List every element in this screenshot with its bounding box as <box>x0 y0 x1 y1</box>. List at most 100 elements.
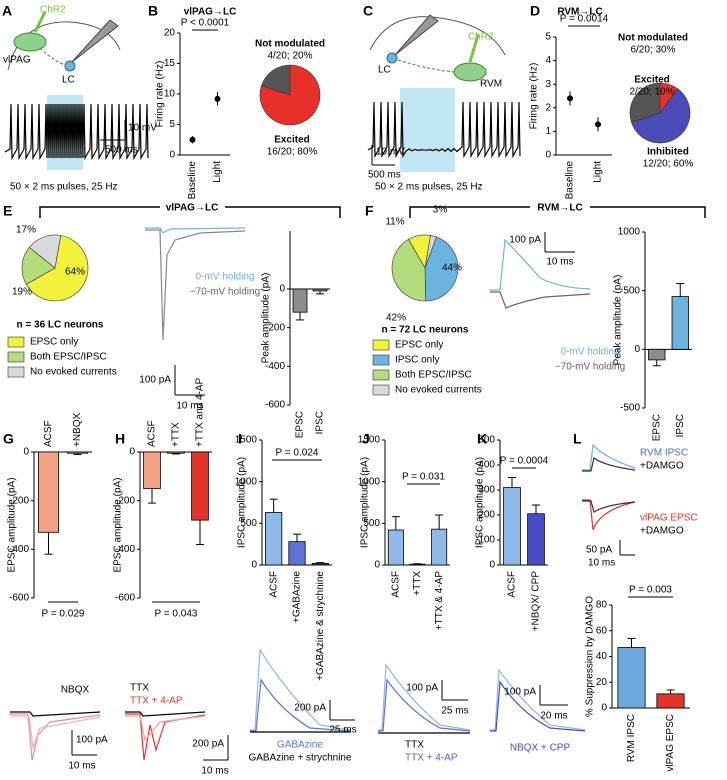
trace <box>10 713 101 761</box>
pie-name: Not modulated <box>255 39 325 50</box>
panel-title: RVM→LC <box>557 7 602 18</box>
bar <box>648 348 666 361</box>
y-axis-label: % Suppression by DAMGO <box>585 596 596 717</box>
y-axis-label: IPSC amplitude (pA) <box>237 457 248 548</box>
scale-label: 10 ms <box>546 257 573 268</box>
y-tick-label: 0 <box>489 560 495 571</box>
scale-label: 10 ms <box>588 558 615 569</box>
bar <box>656 693 685 709</box>
y-tick-label: 1500 <box>235 435 258 446</box>
trace <box>145 229 246 341</box>
trace <box>367 101 521 159</box>
bar <box>387 529 404 566</box>
bar <box>527 513 545 566</box>
mean-point <box>567 95 573 102</box>
trace <box>378 678 471 732</box>
y-tick-label: 3 <box>545 79 551 90</box>
pie-slice <box>261 64 291 96</box>
y-tick-label: 0 <box>601 703 607 714</box>
pie-value-label: 3% <box>433 205 448 216</box>
legend-label: IPSC only <box>395 355 439 366</box>
trace <box>10 711 101 717</box>
pie-slice <box>424 236 459 302</box>
y-tick-label: 80 <box>596 600 608 611</box>
region: LC <box>378 65 391 76</box>
opsin: ChR2 <box>468 32 494 43</box>
category-label: vlPAG EPSC <box>665 714 676 772</box>
bar <box>143 451 161 489</box>
y-axis-label: Firing rate (Hz) <box>155 61 166 128</box>
y-axis-label: EPSC amplitude (pA) <box>7 477 18 572</box>
pie-name: Not modulated <box>618 33 688 44</box>
y-tick-label: 60 <box>596 625 608 636</box>
bar <box>167 451 185 454</box>
trace-label: −70-mV holding <box>555 362 625 373</box>
bar <box>37 451 60 533</box>
y-tick-label: -200 <box>265 322 285 333</box>
bar <box>431 528 448 566</box>
trace <box>4 103 149 161</box>
y-tick-label: -400 <box>115 544 135 555</box>
panel-letter: D <box>530 3 540 19</box>
pie-name: Excited <box>274 135 310 146</box>
pie-slice <box>629 82 661 123</box>
trace-label: TTX + 4-AP <box>130 696 183 707</box>
opsin: ChR2 <box>40 5 66 16</box>
y-tick-label: -600 <box>265 400 285 411</box>
pie-value-label: 19% <box>12 287 32 298</box>
trace-label: 0-mV holding <box>561 347 620 358</box>
y-tick-label: 4 <box>545 55 551 66</box>
scale-label: 10 mV <box>128 123 157 134</box>
pie-slice <box>631 88 691 144</box>
category-label: +TTX & 4-AP <box>434 571 445 631</box>
trace-label: RVM IPSC <box>640 448 688 459</box>
y-tick-label: 0 <box>251 560 257 571</box>
category-label: +GABAzine & strychnine <box>315 571 326 681</box>
bar <box>191 451 209 521</box>
panel-title: RVM→LC <box>537 203 582 214</box>
mean-point <box>595 121 601 128</box>
legend-swatch <box>7 366 25 378</box>
y-tick-label: -200 <box>115 495 135 506</box>
pie-slice <box>391 239 426 302</box>
y-tick-label: 500 <box>623 285 640 296</box>
panel-letter: F <box>365 203 374 219</box>
trace <box>582 443 636 471</box>
category-label: Light <box>212 161 223 183</box>
pie-value-label: 12/20; 60% <box>643 159 694 170</box>
category-label: ACSF <box>507 571 518 598</box>
p-value: P = 0.003 <box>629 585 672 596</box>
scale-label: 10 ms <box>176 401 203 412</box>
scale-label: 10 ms <box>68 761 95 772</box>
trace <box>582 500 636 513</box>
legend-label: Both EPSC/IPSC <box>30 352 107 363</box>
y-tick-label: -400 <box>9 544 29 555</box>
legend-swatch <box>7 351 25 363</box>
y-axis-label: IPSC amplitude (pA) <box>360 457 371 548</box>
scale-label: 100 pA <box>139 375 171 386</box>
category-label: EPSC <box>295 411 306 438</box>
trace <box>125 715 206 742</box>
bar <box>503 487 521 566</box>
pie-name: Excited <box>634 75 670 86</box>
y-axis-label: Firing rate (Hz) <box>529 63 540 130</box>
panel-letter: K <box>477 431 487 447</box>
y-tick-label: 0 <box>23 447 29 458</box>
pie-value-label: 17% <box>16 225 36 236</box>
trace-label: vlPAG EPSC <box>640 513 698 524</box>
scale-label: 100 pA <box>509 235 541 246</box>
legend-swatch <box>372 339 390 351</box>
p-value: P = 0.043 <box>155 609 198 620</box>
y-tick-label: 200 <box>478 510 495 521</box>
y-tick-label: 1000 <box>618 227 641 238</box>
title-bg <box>530 200 590 214</box>
trace-label: −70-mV holding <box>190 287 260 298</box>
y-tick-label: 100 <box>478 535 495 546</box>
y-tick-label: 500 <box>478 435 495 446</box>
category-label: ACSF <box>43 420 54 447</box>
y-tick-label: 300 <box>478 485 495 496</box>
category-label: +TTX <box>412 571 423 596</box>
category-label: Baseline <box>187 161 198 200</box>
category-label: Light <box>593 161 604 183</box>
